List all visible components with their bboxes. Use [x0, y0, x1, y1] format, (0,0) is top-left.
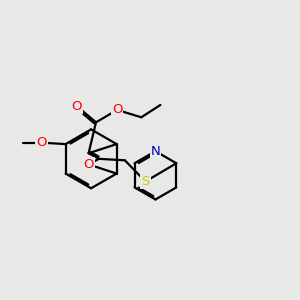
Text: S: S	[141, 175, 150, 188]
Text: O: O	[112, 103, 122, 116]
Text: N: N	[151, 145, 160, 158]
Text: O: O	[72, 100, 82, 112]
Text: O: O	[83, 158, 94, 171]
Text: O: O	[36, 136, 47, 149]
